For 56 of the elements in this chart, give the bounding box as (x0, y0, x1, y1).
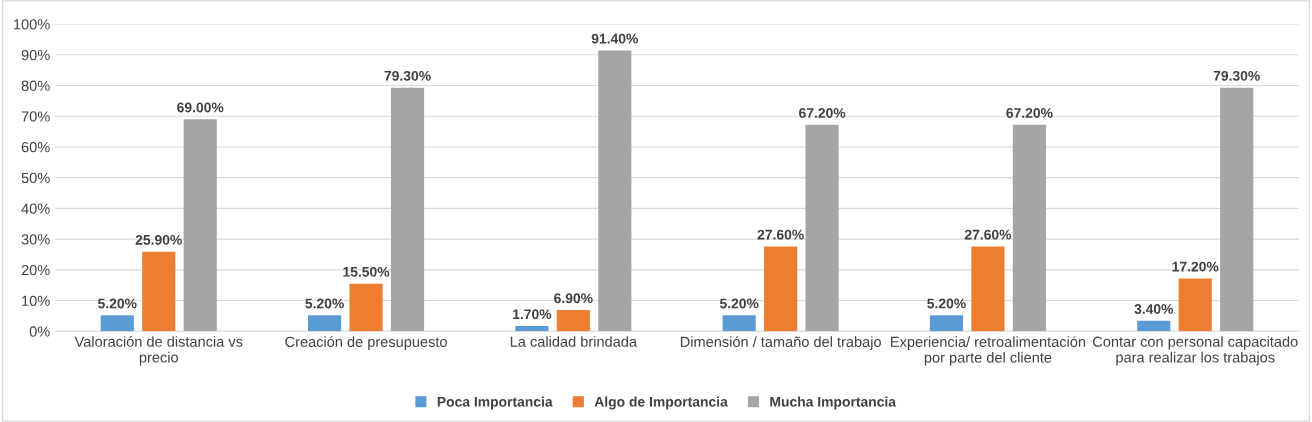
y-tick-label: 50% (21, 172, 50, 184)
data-label: 5.20% (98, 298, 137, 309)
data-label: 5.20% (719, 298, 759, 309)
data-label: 79.30% (384, 70, 431, 81)
legend-label: Mucha Importancia (770, 396, 897, 410)
bar (556, 310, 590, 332)
data-label: 1.70% (513, 309, 552, 320)
data-label: 27.60% (964, 229, 1012, 240)
bar (1137, 320, 1171, 332)
data-label: 67.20% (1006, 108, 1053, 118)
data-label: 5.20% (305, 298, 344, 309)
y-tick-label: 30% (21, 234, 50, 245)
bar (722, 315, 756, 332)
bar (764, 246, 798, 332)
y-tick-label: 80% (21, 80, 50, 91)
y-tick-label: 60% (21, 142, 50, 153)
y-tick-label: 90% (21, 49, 50, 61)
bar (142, 251, 176, 332)
bar (929, 315, 964, 332)
x-tick-label: Experiencia/ retroalimentación por parte del cliente (891, 336, 1086, 366)
bar (805, 124, 839, 332)
x-tick-label: Valoración de distancia vs precio (74, 335, 243, 366)
bar (515, 326, 549, 332)
data-label: 25.90% (135, 234, 182, 245)
data-label: 6.90% (554, 293, 593, 304)
y-tick-label: 100% (14, 19, 50, 30)
data-label: 79.30% (1213, 70, 1260, 81)
y-tick-label: 0% (29, 326, 50, 337)
legend-label: Algo de Importancia (594, 396, 728, 410)
x-tick-label: Dimensión / tamaño del trabajo (680, 336, 881, 350)
bar (971, 246, 1005, 332)
data-label: 69.00% (177, 102, 224, 113)
y-tick-label: 20% (21, 264, 50, 276)
bar (390, 87, 425, 332)
y-tick-label: 40% (21, 203, 50, 214)
x-tick-label: Contar con personal capacitado para realizar los trabajos (1093, 336, 1298, 366)
y-tick-label: 10% (22, 295, 50, 306)
bar (598, 50, 632, 332)
bar (1220, 87, 1254, 332)
bar (100, 315, 134, 332)
x-tick-label: Creación de presupuesto (285, 336, 447, 350)
bar (308, 315, 342, 332)
data-label: 5.20% (927, 298, 966, 309)
legend-label: Poca Importancia (437, 396, 553, 410)
y-tick-label: 70% (21, 111, 50, 122)
bar (1178, 278, 1212, 332)
data-label: 17.20% (1172, 261, 1219, 272)
data-label: 91.40% (591, 33, 638, 44)
data-label: 15.50% (343, 266, 390, 277)
bar (1012, 124, 1046, 332)
bar (349, 283, 383, 332)
data-label: 3.40% (1134, 304, 1174, 314)
bar (183, 119, 217, 332)
data-label: 27.60% (757, 229, 804, 240)
data-label: 67.20% (799, 108, 846, 118)
x-tick-label: La calidad brindada (510, 336, 637, 347)
